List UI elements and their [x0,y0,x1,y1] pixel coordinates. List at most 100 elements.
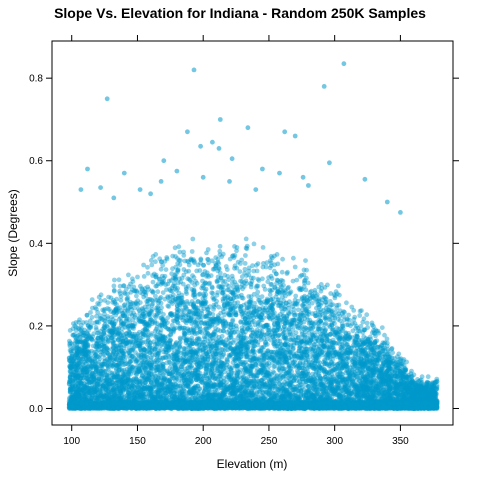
data-point [149,372,154,378]
chart-title: Slope Vs. Elevation for Indiana - Random… [54,5,426,21]
data-point [410,379,416,384]
data-point [303,258,308,263]
data-point [380,387,386,393]
data-point [321,333,326,339]
data-point [433,391,439,396]
data-point [175,267,181,273]
data-point [284,381,289,387]
data-point [95,395,101,401]
data-point [330,337,336,343]
data-point [146,373,152,379]
data-point [142,375,148,381]
data-point [302,355,307,360]
data-point [174,374,180,380]
data-point [396,351,402,357]
data-point [207,375,213,381]
data-point [76,392,81,398]
data-point [292,354,298,359]
data-point [362,363,368,369]
data-point [70,395,75,400]
data-point [203,363,208,368]
data-point [431,389,437,394]
data-point [291,255,296,261]
data-point [78,331,83,336]
data-point [115,337,121,343]
data-point [107,319,113,325]
data-point [284,349,289,355]
data-point [400,391,406,397]
data-point [371,379,377,385]
data-point [89,396,95,401]
data-point [337,318,343,323]
data-point [82,384,88,390]
data-point [296,319,302,324]
data-point [69,365,75,371]
data-point [232,244,237,249]
data-point [120,377,125,383]
data-point [109,335,114,341]
data-point [411,387,417,393]
data-point [82,395,87,401]
data-point [312,360,318,366]
data-point [345,336,351,342]
data-point [193,371,199,376]
data-point [240,393,246,398]
data-point [275,297,281,303]
data-point [215,366,221,372]
data-point [205,382,211,388]
data-point [213,359,218,364]
data-point [205,247,211,252]
data-point [311,390,316,395]
data-point [426,393,431,398]
data-point [160,336,165,341]
data-point [213,337,219,343]
data-point [297,379,303,385]
data-point [215,377,221,382]
data-point [328,350,333,356]
data-point [305,280,311,286]
data-point [183,358,188,364]
data-point [318,395,324,400]
data-point [353,382,359,388]
data-point [239,328,245,333]
data-point [285,370,291,375]
data-point [318,288,324,294]
data-point [338,329,343,335]
data-point [307,387,313,393]
data-point [404,359,409,365]
data-point [152,394,158,399]
data-point [112,343,117,349]
data-point [358,323,364,329]
data-point [281,335,287,340]
data-point [131,392,137,398]
data-point [161,275,167,281]
data-point [364,320,370,326]
data-point [136,353,142,359]
data-point [351,308,357,313]
data-point [344,300,349,306]
data-point [368,394,373,400]
data-point [73,367,79,373]
data-point [78,367,84,373]
data-point [112,355,118,360]
data-point [180,315,186,320]
data-point [109,328,114,334]
data-point [83,352,89,358]
data-point [176,295,182,301]
data-point [98,339,104,345]
data-point [184,383,190,388]
data-point [243,345,249,350]
data-point [361,393,366,398]
data-point [298,355,304,361]
data-point [195,299,201,305]
data-point [88,353,93,359]
data-point [119,339,124,345]
data-point [323,320,329,326]
data-point [244,314,250,320]
data-point [335,362,340,368]
data-point [242,266,248,272]
data-point [173,271,179,276]
data-point [150,279,156,285]
data-point [370,342,376,348]
